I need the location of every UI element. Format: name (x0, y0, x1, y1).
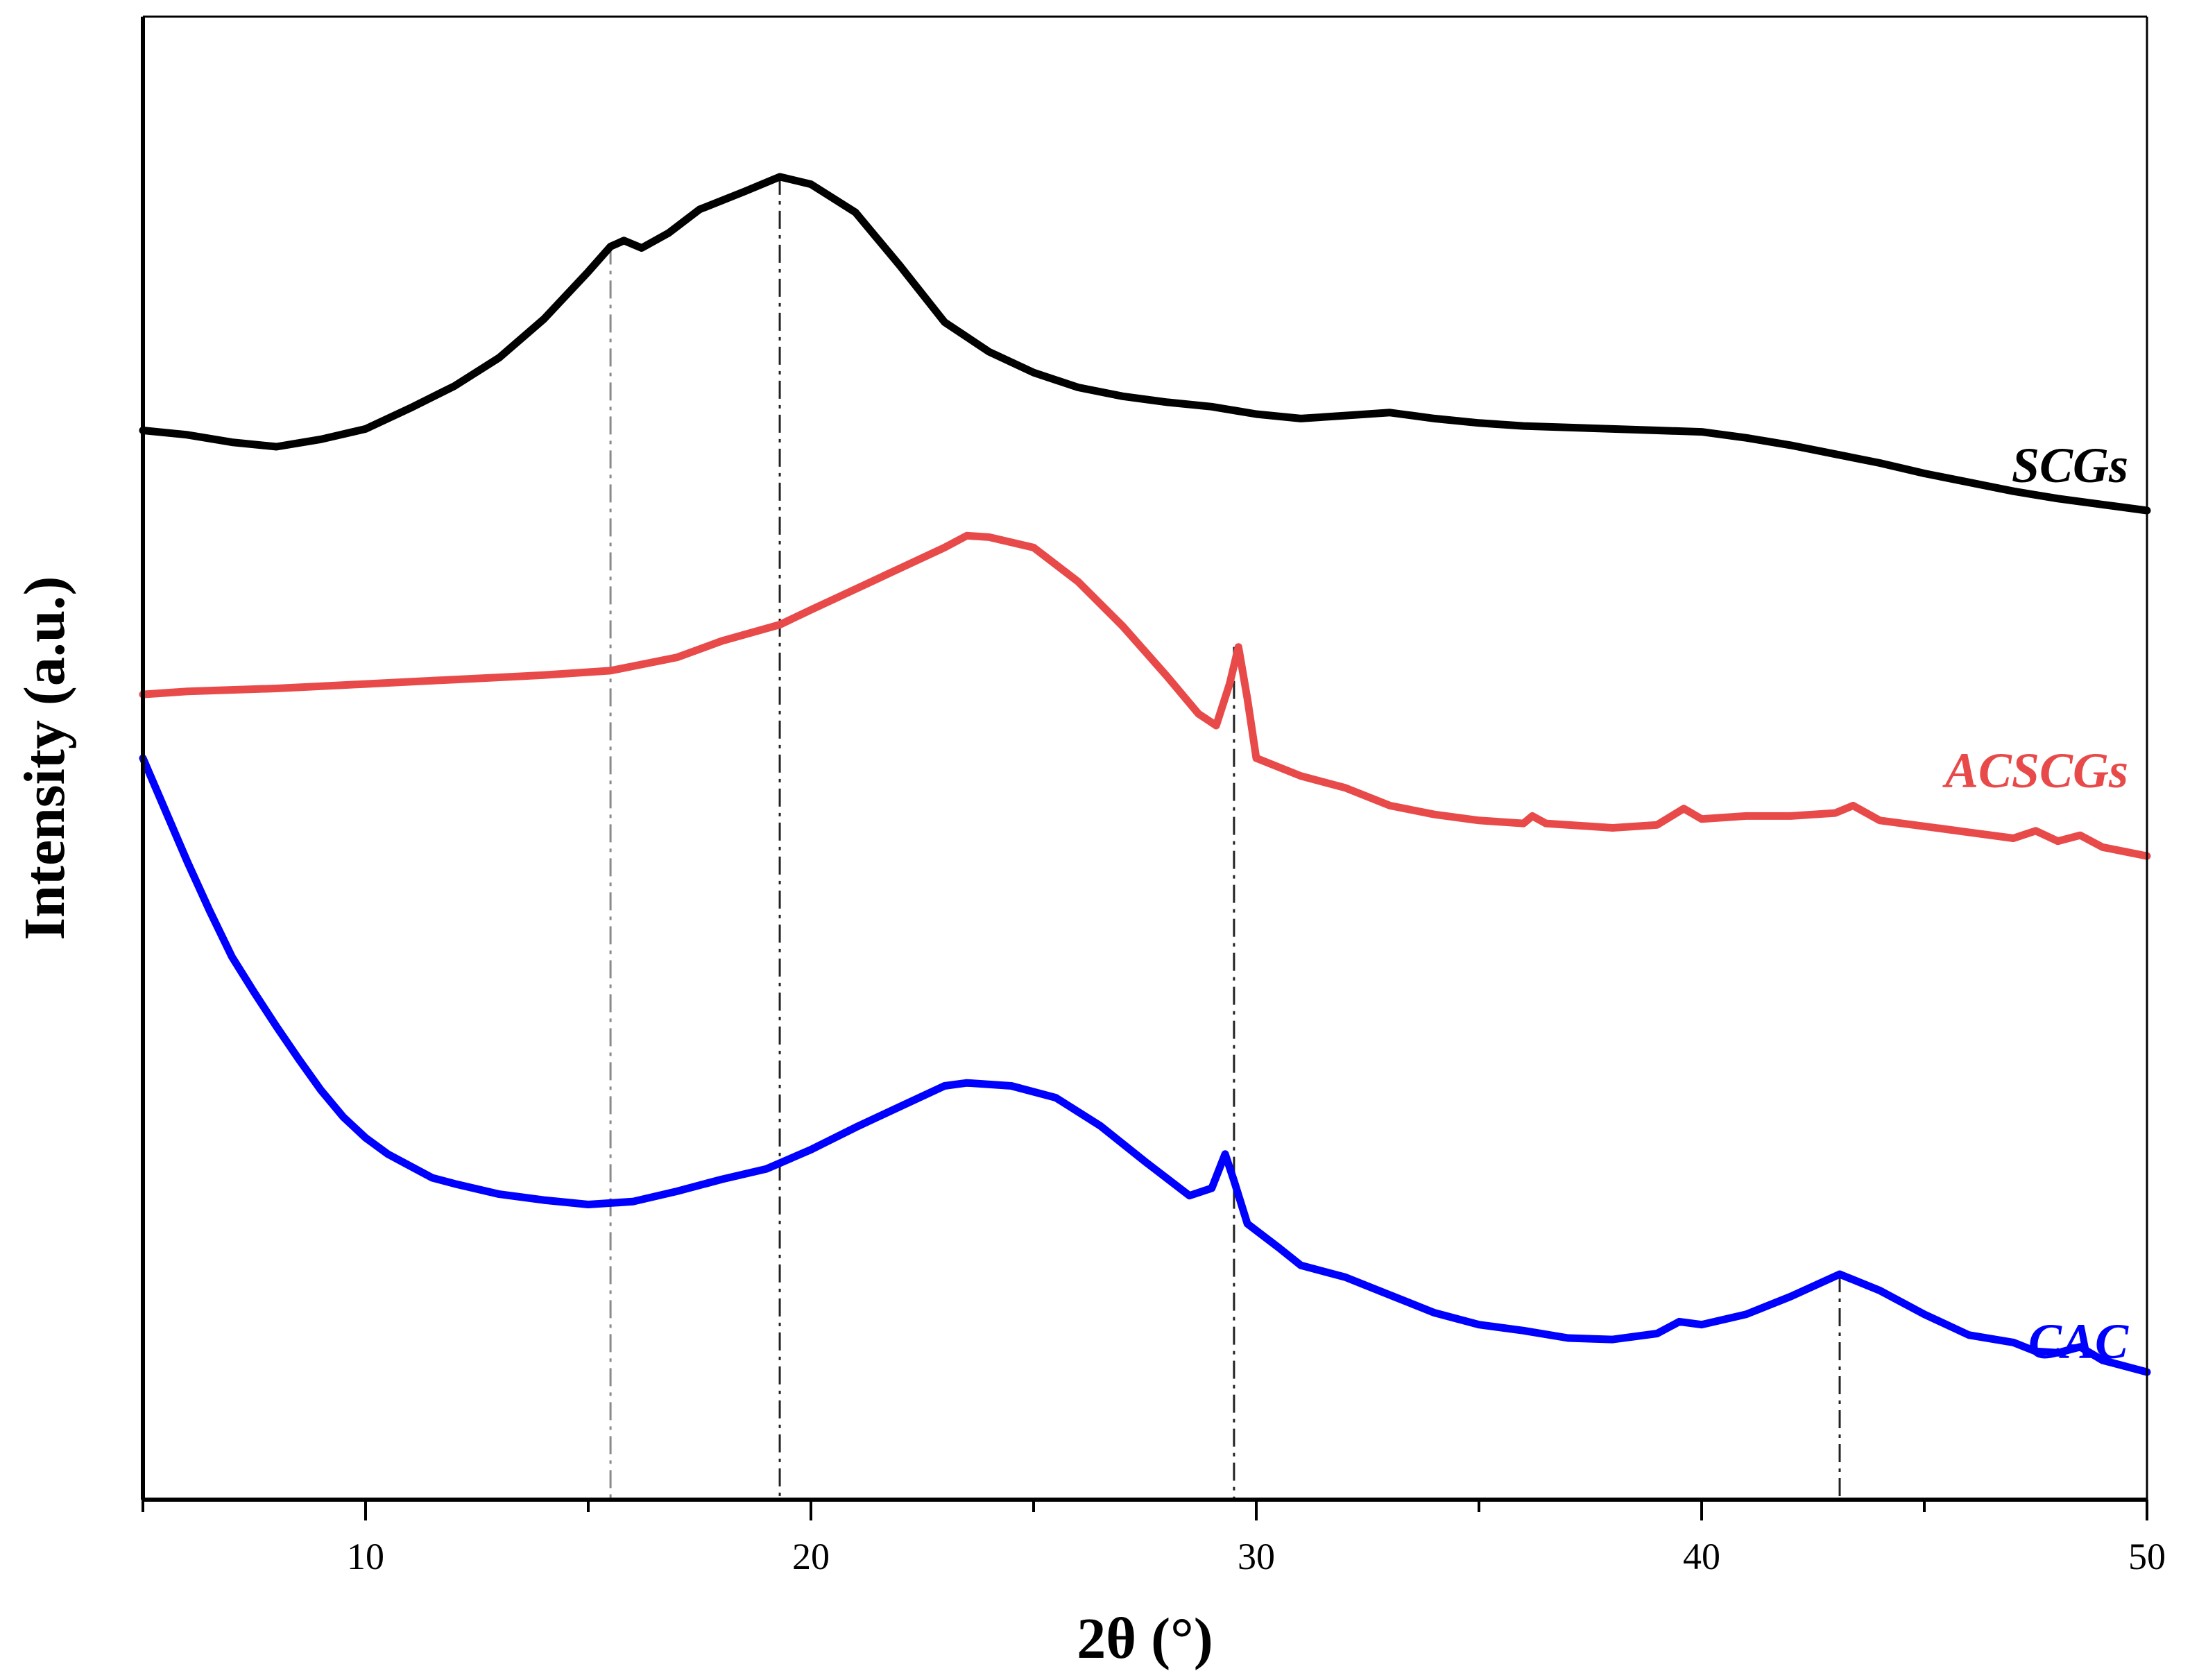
x-tick-label-30: 30 (1238, 1536, 1275, 1577)
series-label-cac: CAC (2028, 1314, 2129, 1369)
series-line-scgs (139, 173, 2151, 515)
series-line-cac (139, 754, 2151, 1376)
x-tick-label-10: 10 (347, 1536, 384, 1577)
tick-marks (142, 1500, 2148, 1520)
x-tick-label-50: 50 (2128, 1536, 2166, 1577)
tick-labels: 10 20 30 40 50 (347, 1536, 2166, 1577)
series-label-acscgs: ACSCGs (1942, 743, 2128, 798)
x-tick-label-40: 40 (1683, 1536, 1720, 1577)
series-line-acscgs (139, 531, 2151, 860)
series-labels: SCGs ACSCGs CAC (1942, 438, 2129, 1369)
x-tick-label-20: 20 (792, 1536, 830, 1577)
series-group (139, 173, 2151, 1376)
reference-lines (609, 176, 1841, 1500)
series-label-scgs: SCGs (2012, 438, 2128, 493)
x-axis-title: 2θ (°) (1077, 1606, 1213, 1671)
axes (141, 15, 2148, 1502)
y-axis-title: Intensity (a.u.) (12, 576, 77, 940)
